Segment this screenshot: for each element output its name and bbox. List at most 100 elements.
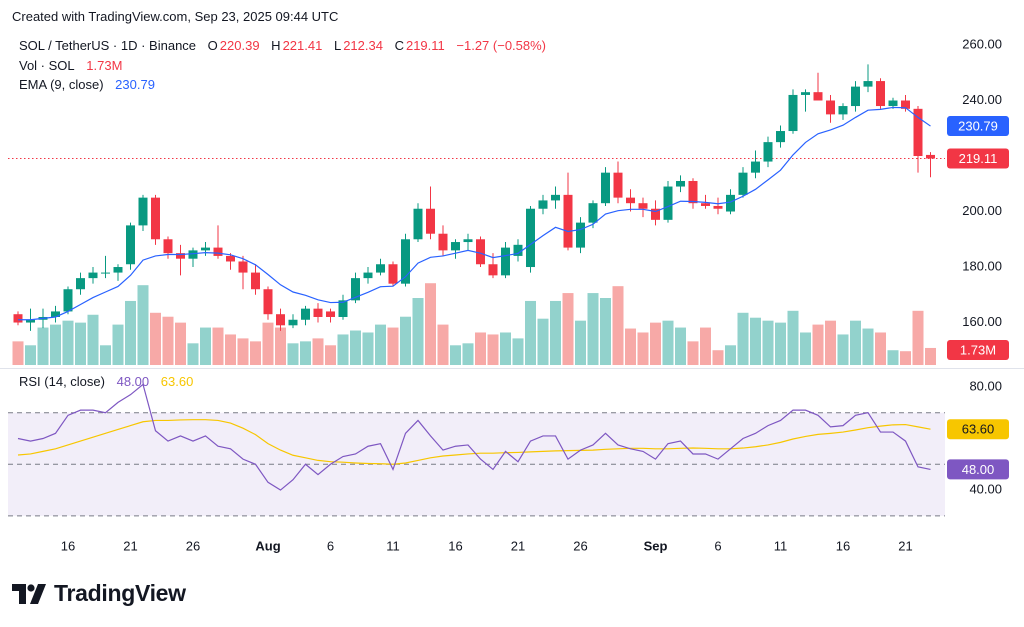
candle-body	[576, 222, 585, 248]
volume-bar	[425, 283, 436, 365]
volume-bar	[125, 300, 136, 365]
volume-bar	[387, 327, 399, 365]
candle-body	[551, 194, 560, 201]
volume-bar	[500, 332, 511, 365]
candle-body	[701, 203, 710, 206]
volume-bar	[275, 327, 286, 365]
volume-bar	[200, 327, 211, 365]
candle-body	[26, 319, 35, 323]
candle-body	[401, 239, 410, 284]
volume-bar	[487, 334, 499, 365]
volume-bar	[12, 341, 24, 365]
x-tick-label: 16	[448, 538, 462, 553]
ema-legend: EMA (9, close) 230.79	[19, 77, 157, 92]
candle-body	[526, 208, 535, 268]
candle-body	[776, 131, 785, 143]
candle-body	[726, 194, 735, 212]
volume-bar	[287, 343, 299, 365]
x-tick-label: 11	[774, 538, 788, 553]
volume-bar	[600, 298, 611, 365]
volume-bar	[900, 351, 911, 365]
candle-body	[676, 180, 685, 187]
rsi-ma-value: 63.60	[160, 374, 194, 389]
ohlc-key: O	[207, 38, 218, 53]
candle-body	[88, 272, 98, 279]
brand: TradingView	[54, 580, 186, 606]
volume-bar	[862, 328, 874, 365]
volume-bar	[137, 285, 149, 365]
candle-body	[501, 247, 510, 276]
volume-bar	[512, 338, 524, 365]
volume-axis-label: 1.73M	[960, 342, 996, 357]
rsi-legend: RSI (14, close) 48.00 63.60	[19, 374, 195, 389]
candle-body	[251, 272, 260, 290]
volume-bar	[612, 286, 624, 365]
volume-bar	[625, 328, 636, 365]
volume-bar	[650, 322, 661, 365]
volume-bar	[262, 322, 274, 365]
candle-body	[188, 250, 198, 259]
candle-body	[876, 81, 885, 107]
volume-bar	[587, 293, 599, 365]
candle-body	[351, 278, 360, 301]
volume-name: Vol · SOL	[19, 58, 75, 73]
volume-bar	[637, 332, 649, 365]
volume-bar	[50, 324, 61, 365]
volume-bar	[337, 334, 349, 365]
rsi-value: 48.00	[116, 374, 150, 389]
volume-bar	[775, 322, 786, 365]
symbol: SOL / TetherUS · 1D · Binance	[19, 38, 197, 53]
y-tick-label: 80.00	[969, 378, 1002, 393]
volume-bar	[25, 345, 36, 365]
volume-bar	[462, 343, 474, 365]
volume-bar	[375, 324, 386, 365]
volume-bar	[725, 345, 736, 365]
volume-bar	[562, 293, 574, 365]
price-axis-label-box	[947, 148, 1009, 169]
volume-bar	[437, 324, 449, 365]
candle-body	[838, 106, 848, 115]
candle-body	[826, 100, 835, 115]
candle-body	[51, 311, 60, 317]
candle-body	[476, 239, 485, 265]
volume-bar	[912, 310, 924, 365]
volume-bar	[162, 316, 174, 365]
volume-bar	[787, 310, 799, 365]
candle-body	[588, 203, 598, 223]
candle-body	[113, 267, 123, 273]
candle-body	[63, 289, 73, 312]
candle-body	[138, 197, 148, 226]
candle-body	[213, 247, 223, 256]
x-tick-label: 16	[836, 538, 850, 553]
candle-body	[388, 264, 398, 284]
volume-bar	[312, 338, 324, 365]
candle-body	[451, 242, 460, 251]
candle-body	[376, 264, 385, 273]
y-tick-label: 180.00	[962, 258, 1002, 273]
volume-bar	[37, 327, 49, 365]
ohlc-key: L	[333, 38, 342, 53]
volume-bar	[675, 327, 686, 365]
candle-body	[601, 172, 610, 204]
y-tick-label: 200.00	[962, 203, 1002, 218]
volume-bar	[750, 317, 761, 365]
volume-bar	[925, 347, 936, 365]
x-tick-label: 26	[573, 538, 587, 553]
candle-body	[426, 208, 435, 234]
ema-value: 230.79	[115, 77, 155, 92]
candle-body	[301, 308, 310, 320]
volume-bar	[837, 334, 849, 365]
volume-bar	[175, 322, 186, 365]
ohlc-value: 220.39	[219, 38, 260, 53]
logo-icon	[12, 584, 46, 604]
candle-body	[863, 81, 873, 87]
ohlc-value: 219.11	[405, 38, 445, 53]
candle-body	[313, 308, 323, 317]
candle-body	[163, 239, 173, 254]
candle-body	[738, 172, 748, 195]
candle-body	[126, 225, 135, 265]
candle-body	[176, 253, 185, 259]
